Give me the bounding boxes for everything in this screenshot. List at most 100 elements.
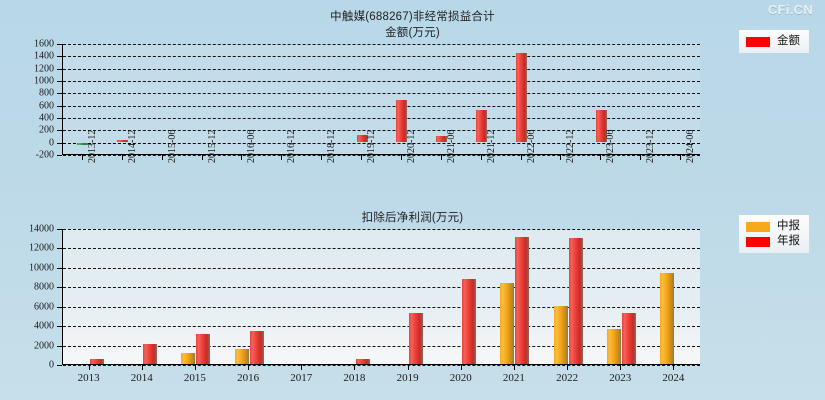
top-chart-title: 金额(万元) — [385, 27, 440, 39]
y-axis-tick-label: 10000 — [29, 262, 54, 274]
x-axis-tick-mark — [400, 155, 402, 160]
page-title: 中触媒(688267)非经常损益合计 — [330, 11, 495, 23]
bottom-legend-item[interactable]: 中报 — [746, 219, 800, 234]
x-axis-tick-mark — [81, 155, 83, 160]
gridline — [63, 155, 700, 156]
top-legend-item[interactable]: 金额 — [746, 34, 800, 49]
x-axis-tick-mark — [194, 365, 196, 370]
bar — [356, 135, 368, 142]
y-axis-tick-mark — [57, 155, 62, 156]
x-axis-tick-label: 2019-12 — [366, 129, 378, 163]
legend-swatch-icon — [746, 236, 770, 247]
legend-label: 金额 — [777, 35, 800, 47]
y-axis-tick-mark — [57, 326, 62, 328]
x-axis-tick-mark — [88, 365, 90, 370]
x-axis-tick-mark — [440, 155, 442, 160]
x-axis-tick-label: 2020-12 — [405, 129, 417, 163]
gridline — [63, 56, 700, 58]
x-axis-tick-mark — [600, 155, 602, 160]
x-axis-tick-mark — [680, 155, 682, 160]
legend-label: 中报 — [777, 220, 800, 232]
y-axis-tick-label: 8000 — [34, 281, 54, 293]
y-axis-tick-mark — [57, 118, 62, 119]
bottom-legend-item[interactable]: 年报 — [746, 234, 800, 249]
x-axis-tick-label: 2015-12 — [206, 129, 218, 163]
y-axis-tick-label: 1000 — [34, 75, 54, 87]
x-axis-tick-mark — [620, 365, 622, 370]
y-axis-tick-mark — [57, 345, 62, 347]
gridline — [63, 142, 700, 144]
x-axis-tick-label: 2017 — [290, 372, 313, 384]
gridline — [63, 306, 700, 308]
legend-label: 年报 — [777, 235, 800, 247]
y-axis-tick-mark — [57, 229, 62, 230]
top-chart-legend: 金额 — [739, 30, 809, 53]
x-axis-tick-label: 2015 — [183, 372, 206, 384]
y-axis-tick-mark — [57, 365, 62, 366]
bar — [659, 273, 674, 364]
gridline — [63, 44, 700, 45]
bar — [621, 313, 636, 364]
gridline — [63, 345, 700, 347]
bar — [196, 334, 211, 364]
x-axis-tick-mark — [321, 155, 323, 160]
x-axis-tick-label: 2016-06 — [246, 129, 258, 163]
x-axis-tick-label: 2014-12 — [126, 129, 138, 163]
bottom-chart-legend: 中报 年报 — [739, 215, 809, 253]
x-axis-tick-mark — [640, 155, 642, 160]
y-axis-tick-label: 1400 — [34, 50, 54, 62]
x-axis-tick-label: 2021 — [502, 372, 525, 384]
legend-swatch-icon — [746, 36, 770, 47]
gridline — [63, 248, 700, 250]
y-axis-tick-label: 1200 — [34, 63, 54, 75]
x-axis-tick-mark — [567, 365, 569, 370]
bottom-chart-title: 扣除后净利润(万元) — [361, 212, 464, 224]
legend-swatch-icon — [746, 221, 770, 232]
x-axis-tick-mark — [121, 155, 123, 160]
x-axis-tick-label: 2022-12 — [565, 129, 577, 163]
bar — [77, 142, 89, 145]
y-axis-tick-label: 12000 — [29, 242, 54, 254]
x-axis-tick-label: 2013 — [77, 372, 100, 384]
y-axis-tick-label: 2000 — [34, 340, 54, 352]
y-axis-tick-mark — [57, 306, 62, 308]
y-axis-tick-label: -200 — [35, 149, 54, 161]
bar — [553, 305, 568, 364]
gridline — [63, 68, 700, 70]
x-axis-tick-mark — [241, 155, 243, 160]
bar — [436, 136, 448, 142]
gridline — [63, 287, 700, 289]
y-axis-tick-mark — [57, 68, 62, 70]
bar — [500, 283, 515, 364]
bar — [90, 358, 105, 364]
x-axis-tick-label: 2022 — [556, 372, 579, 384]
y-axis-tick-mark — [57, 81, 62, 82]
x-axis-tick-label: 2018-12 — [326, 129, 338, 163]
x-axis-tick-mark — [361, 155, 363, 160]
gridline — [63, 365, 700, 366]
x-axis-tick-label: 2022-06 — [525, 129, 537, 163]
bar — [181, 353, 196, 364]
x-axis-tick-label: 2020 — [449, 372, 472, 384]
bar — [234, 349, 249, 364]
gridline — [63, 267, 700, 269]
bar — [516, 52, 528, 142]
gridline — [63, 130, 700, 132]
y-axis-tick-label: 800 — [39, 87, 54, 99]
y-axis-tick-label: 4000 — [34, 320, 54, 332]
y-axis-tick-label: 1600 — [34, 38, 54, 50]
bar — [606, 328, 621, 364]
bar — [143, 343, 158, 364]
x-axis-tick-mark — [407, 365, 409, 370]
bar — [595, 110, 607, 142]
bar — [249, 330, 264, 364]
y-axis-tick-mark — [57, 248, 62, 250]
bar — [117, 140, 129, 142]
y-axis-tick-mark — [57, 56, 62, 58]
bottom-chart-plot-area — [62, 229, 700, 366]
y-axis-tick-label: 0 — [49, 359, 54, 371]
x-axis-tick-mark — [480, 155, 482, 160]
y-axis-tick-label: 200 — [39, 124, 54, 136]
y-axis-tick-mark — [57, 142, 62, 144]
bar — [462, 278, 477, 364]
